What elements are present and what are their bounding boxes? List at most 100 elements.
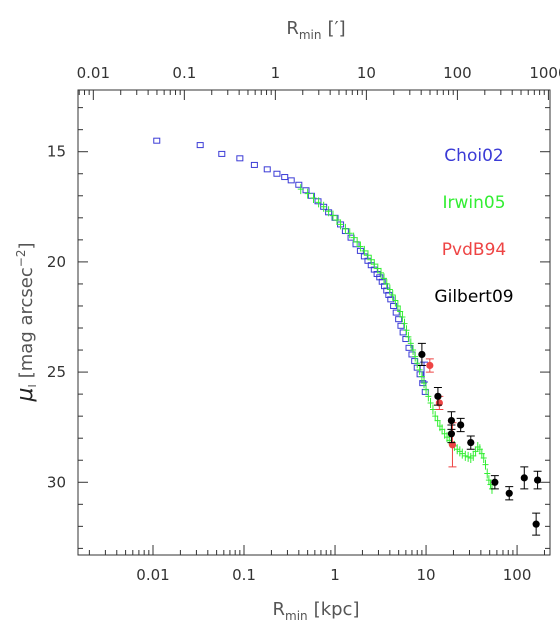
data-point	[395, 316, 403, 323]
data-point	[467, 439, 475, 447]
data-point	[371, 259, 378, 270]
legend-label-gilbert09: Gilbert09	[434, 287, 513, 307]
data-point	[401, 318, 408, 329]
data-point	[418, 350, 426, 359]
data-point	[439, 424, 446, 435]
data-point	[387, 296, 395, 303]
data-point	[407, 338, 414, 349]
x-axis-label: Rmin [kpc]	[273, 599, 360, 623]
data-point	[383, 278, 390, 289]
y-axis-label: μI[mag arcsec−2]	[13, 243, 39, 403]
data-point	[378, 278, 386, 285]
data-point	[364, 250, 371, 261]
data-point	[314, 198, 322, 205]
data-point	[378, 267, 385, 278]
data-point	[520, 474, 528, 482]
data-point	[295, 181, 303, 188]
data-point	[403, 325, 410, 336]
x-tick-label: 0.01	[136, 566, 169, 584]
data-point	[281, 174, 289, 181]
data-point	[337, 219, 344, 230]
data-point	[330, 210, 337, 221]
data-point	[397, 306, 404, 317]
data-point	[354, 237, 361, 248]
data-point	[484, 468, 491, 479]
data-point	[297, 184, 304, 195]
top-tick-label: 1	[271, 64, 281, 82]
data-point	[414, 358, 421, 369]
data-point	[386, 284, 393, 295]
data-point	[376, 274, 384, 281]
data-point	[218, 150, 226, 157]
data-point	[405, 344, 413, 351]
x-tick-label: 0.1	[232, 566, 256, 584]
data-point	[426, 361, 434, 370]
data-point	[357, 241, 364, 252]
y-tick-label: 25	[47, 363, 66, 381]
data-point	[457, 421, 465, 429]
data-point	[532, 520, 540, 528]
legend-label-irwin05: Irwin05	[442, 193, 505, 213]
x-tick-label: 100	[503, 566, 532, 584]
data-point	[491, 478, 499, 486]
data-point	[302, 187, 310, 194]
data-point	[304, 188, 311, 199]
x-tick-label: 1	[330, 566, 340, 584]
legend: Choi02 Irwin05 PvdB94 Gilbert09	[434, 146, 513, 307]
series-layer	[153, 137, 542, 536]
data-point	[416, 364, 423, 375]
top-tick-label: 100	[443, 64, 472, 82]
data-point	[374, 263, 381, 274]
data-point	[263, 166, 271, 173]
data-point	[273, 170, 281, 177]
data-point	[397, 322, 405, 329]
plot-border	[77, 89, 551, 556]
data-point	[425, 391, 432, 402]
series-irwin05	[297, 184, 495, 494]
data-point	[196, 142, 204, 149]
data-point	[368, 254, 375, 265]
data-point	[380, 273, 387, 284]
data-point	[236, 155, 244, 162]
data-point	[389, 289, 396, 300]
legend-label-pvdb94: PvdB94	[442, 240, 506, 260]
data-point	[412, 351, 419, 362]
data-point	[250, 161, 258, 168]
data-point	[454, 444, 461, 455]
data-point	[423, 384, 430, 395]
data-point	[482, 459, 489, 470]
series-choi02	[153, 137, 429, 395]
x-tick-label: 10	[417, 566, 436, 584]
legend-label-choi02: Choi02	[444, 146, 503, 166]
top-tick-label: 10	[357, 64, 376, 82]
top-axis-label: Rmin [′]	[286, 18, 345, 42]
data-point	[459, 448, 466, 459]
top-tick-label: 0.01	[77, 64, 110, 82]
series-gilbert09	[417, 342, 542, 536]
data-point	[462, 450, 469, 461]
data-point	[434, 392, 442, 400]
data-point	[429, 404, 436, 415]
data-point	[465, 451, 472, 462]
data-point	[434, 415, 441, 426]
data-point	[342, 223, 349, 234]
data-point	[421, 378, 428, 389]
plot-frame	[77, 89, 551, 556]
y-tick-label: 20	[47, 253, 66, 271]
data-point	[350, 232, 357, 243]
y-tick-label: 15	[47, 143, 66, 161]
data-point	[410, 345, 417, 356]
y-tick-label: 30	[47, 473, 66, 491]
data-point	[405, 331, 412, 342]
data-point	[346, 228, 353, 239]
data-point	[418, 371, 425, 382]
data-point	[333, 215, 340, 226]
data-point	[361, 245, 368, 256]
data-point	[427, 397, 434, 408]
data-point	[394, 300, 401, 311]
data-point	[447, 430, 456, 438]
data-point	[447, 416, 456, 425]
